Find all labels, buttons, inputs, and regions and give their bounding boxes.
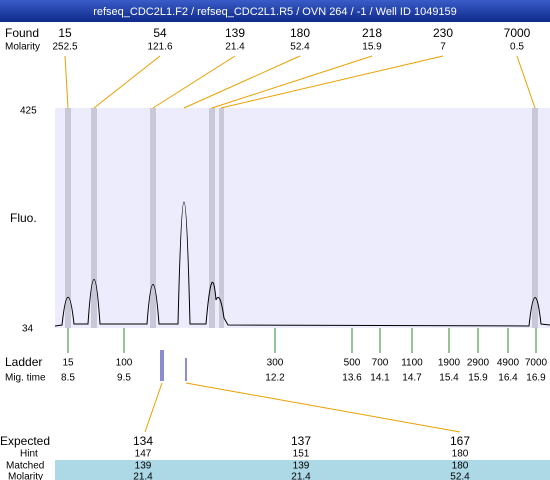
ladder-time: 13.6 — [342, 373, 362, 384]
peak-connector — [220, 55, 444, 109]
found-molarity: 7 — [440, 42, 446, 53]
found-molarity: 15.9 — [362, 42, 382, 53]
found-size: 7000 — [504, 26, 531, 40]
expected-size: 137 — [291, 434, 311, 448]
found-molarity: 252.5 — [52, 42, 77, 53]
match-connectors — [144, 382, 461, 433]
peak-connector — [516, 55, 536, 109]
ladder-time: 12.2 — [265, 373, 285, 384]
hint-size: 147 — [135, 449, 152, 460]
found-label: Found — [5, 26, 39, 40]
title: refseq_CDC2L1.F2 / refseq_CDC2L1.R5 / OV… — [93, 6, 457, 18]
found-molarity: 121.6 — [147, 42, 172, 53]
ladder-time: 9.5 — [117, 373, 131, 384]
ladder-size: 700 — [372, 358, 389, 369]
matched-molarity: 21.4 — [133, 472, 153, 480]
trace — [54, 201, 550, 327]
ladder-time: 14.1 — [370, 373, 390, 384]
y-axis-label: Fluo. — [10, 211, 37, 225]
ladder-size: 4900 — [497, 358, 520, 369]
peak-connector — [152, 55, 236, 109]
molarity-label: Molarity — [5, 42, 40, 53]
found-size: 230 — [433, 26, 453, 40]
matched-size: 180 — [452, 461, 469, 472]
found-molarity: 0.5 — [510, 42, 524, 53]
peak-connector — [93, 55, 161, 109]
found-molarity: 52.4 — [290, 42, 310, 53]
peak-connector — [64, 55, 69, 109]
hint-label: Hint — [20, 449, 38, 460]
found-size: 54 — [153, 26, 167, 40]
found-size: 180 — [290, 26, 310, 40]
matched-size: 139 — [135, 461, 152, 472]
y-max-label: 425 — [20, 106, 37, 117]
ladder-time: 16.9 — [526, 373, 546, 384]
peak-bands — [65, 108, 538, 328]
ladder-time: 8.5 — [61, 373, 75, 384]
matched-label: Matched — [6, 461, 44, 472]
peak-connector — [211, 55, 373, 109]
found-molarity: 21.4 — [225, 42, 245, 53]
molarity-row-label: Molarity — [8, 472, 43, 480]
hint-size: 180 — [452, 449, 469, 460]
title-bar — [0, 0, 550, 22]
ladder-size: 2900 — [467, 358, 490, 369]
hint-size: 151 — [293, 449, 310, 460]
ladder-size: 500 — [344, 358, 361, 369]
ladder-size: 1900 — [438, 358, 461, 369]
expected-label: Expected — [0, 434, 50, 448]
ladder-time: 15.4 — [439, 373, 459, 384]
found-size: 15 — [58, 26, 72, 40]
ladder-time: 14.7 — [402, 373, 422, 384]
ladder-size: 100 — [116, 358, 133, 369]
plot-area — [55, 108, 550, 328]
found-size: 218 — [362, 26, 382, 40]
ladder-size: 7000 — [525, 358, 548, 369]
ladder-time: 15.9 — [468, 373, 488, 384]
mig-time-label: Mig. time — [5, 373, 46, 384]
ladder-label: Ladder — [5, 355, 42, 369]
matched-molarity: 52.4 — [450, 472, 470, 480]
match-markers — [160, 350, 187, 381]
ladder-size: 1100 — [401, 358, 423, 369]
matched-size: 139 — [293, 461, 310, 472]
ladder-size: 300 — [267, 358, 284, 369]
y-min-label: 34 — [22, 324, 34, 335]
expected-size: 134 — [133, 434, 153, 448]
ladder-size: 15 — [62, 358, 74, 369]
ladder-time: 16.4 — [498, 373, 518, 384]
peak-connector — [183, 55, 301, 109]
found-size: 139 — [225, 26, 245, 40]
matched-molarity: 21.4 — [291, 472, 311, 480]
matched-band — [55, 460, 550, 480]
expected-size: 167 — [450, 434, 470, 448]
